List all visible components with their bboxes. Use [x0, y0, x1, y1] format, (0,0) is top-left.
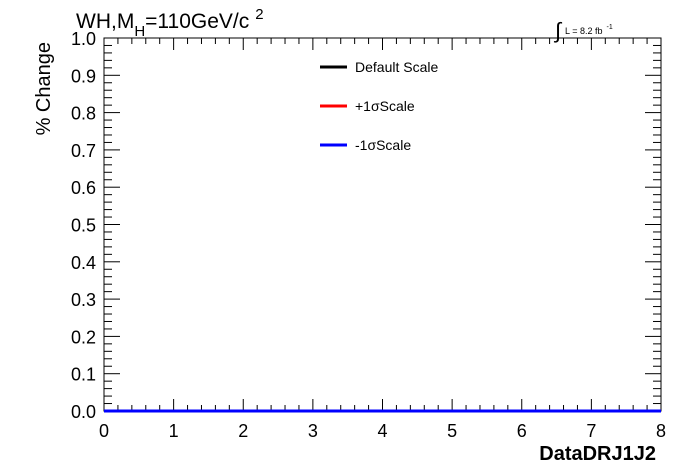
y-tick-label: 0.0	[71, 402, 96, 422]
legend-label-plus: +1σScale	[355, 98, 415, 114]
x-tick-label: 5	[447, 421, 457, 441]
x-tick-label: 8	[656, 421, 666, 441]
x-tick-label: 3	[308, 421, 318, 441]
x-tick-label: 7	[586, 421, 596, 441]
title-rest: =110GeV/c	[145, 10, 249, 33]
lumi-superscript: -1	[606, 24, 612, 31]
plot-frame	[103, 37, 662, 412]
legend-label-default: Default Scale	[355, 59, 438, 75]
x-tick-label: 0	[99, 421, 109, 441]
y-tick-label: 0.4	[71, 253, 96, 273]
y-tick-label: 1.0	[71, 29, 96, 49]
title-superscript: 2	[255, 6, 263, 23]
chart-title: WH,MH=110GeV/c 2	[76, 6, 264, 40]
title-subscript: H	[134, 23, 145, 40]
y-tick-label: 0.9	[71, 66, 96, 86]
lumi-label: ∫ L = 8.2 fb -1	[553, 18, 613, 43]
y-tick-label: 0.3	[71, 290, 96, 310]
y-tick-label: 0.1	[71, 365, 96, 385]
title-main: WH,M	[76, 10, 134, 33]
legend-label-minus: -1σScale	[355, 137, 411, 153]
x-axis-label: DataDRJ1J2	[539, 443, 656, 465]
y-tick-label: 0.6	[71, 178, 96, 198]
y-axis-label: % Change	[33, 42, 55, 135]
lumi-text: L = 8.2 fb	[565, 26, 602, 36]
y-tick-label: 0.8	[71, 104, 96, 124]
x-tick-label: 6	[517, 421, 527, 441]
axes: 0 1 2 3 4 5 6 7 8 0.0 0.1 0.2 0.3 0.4 0.5 0.6 0.7 0.8 0.9 1…	[71, 29, 666, 441]
legend: Default Scale +1σScale -1σScale	[320, 59, 438, 153]
x-tick-label: 2	[238, 421, 248, 441]
x-tick-label: 4	[377, 421, 387, 441]
y-tick-label: 0.2	[71, 327, 96, 347]
x-tick-label: 1	[169, 421, 179, 441]
y-tick-label: 0.5	[71, 216, 96, 236]
y-tick-label: 0.7	[71, 141, 96, 161]
lumi-integral: ∫	[553, 18, 563, 43]
